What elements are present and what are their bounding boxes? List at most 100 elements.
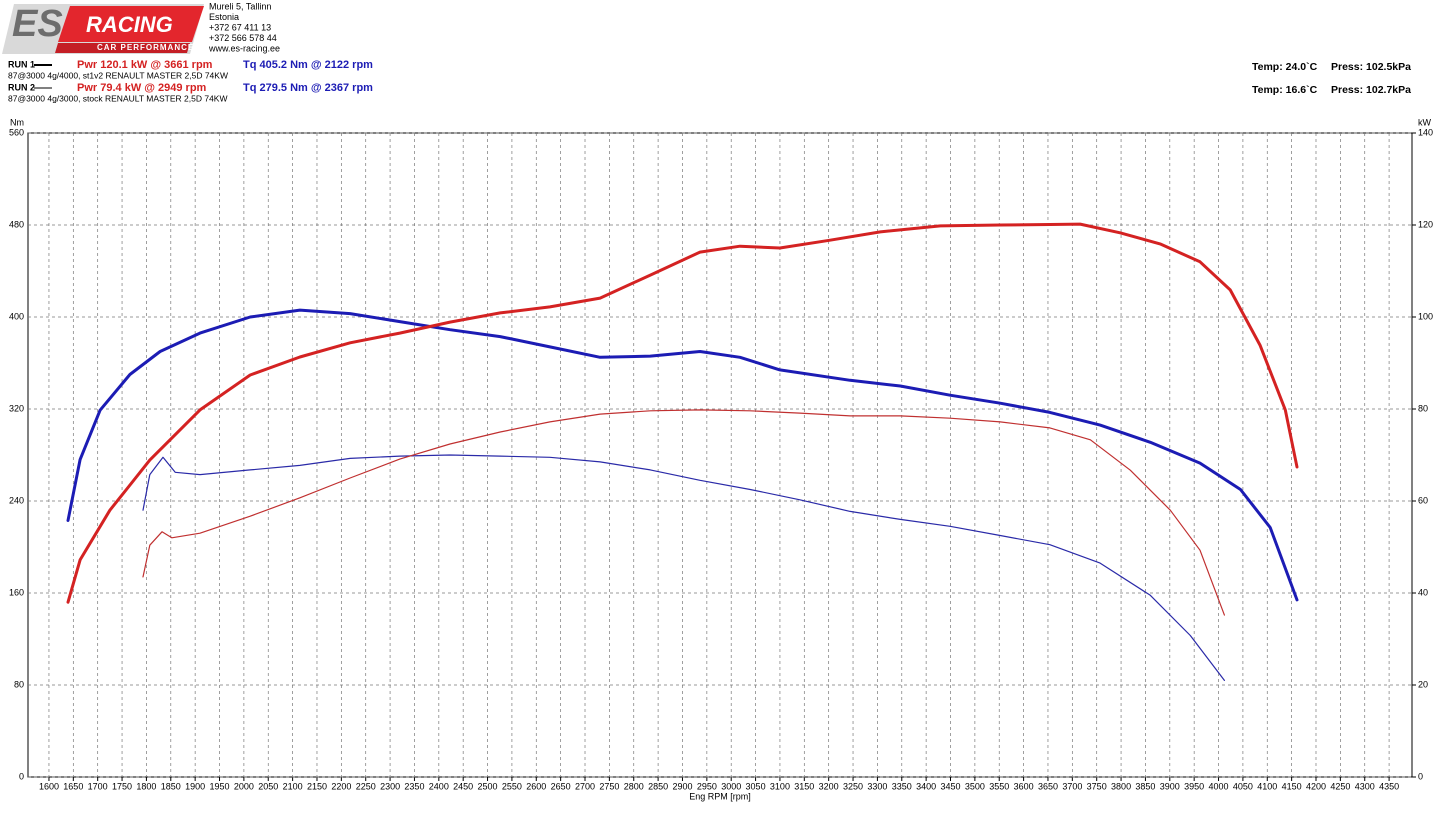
x-tick-label: 3200 bbox=[819, 781, 839, 791]
x-tick-label: 3350 bbox=[892, 781, 912, 791]
x-tick-label: 2700 bbox=[575, 781, 595, 791]
x-tick-label: 1850 bbox=[161, 781, 181, 791]
x-tick-label: 1750 bbox=[112, 781, 132, 791]
address-line: www.es-racing.ee bbox=[208, 43, 280, 53]
x-tick-label: 4350 bbox=[1379, 781, 1399, 791]
run-power: Pwr 79.4 kW @ 2949 rpm bbox=[77, 82, 207, 94]
x-tick-label: 3400 bbox=[916, 781, 936, 791]
run-press: Press: 102.7kPa bbox=[1331, 84, 1411, 96]
y-tick-label: 480 bbox=[9, 219, 24, 229]
x-tick-label: 2100 bbox=[283, 781, 303, 791]
line bbox=[66, 308, 1299, 602]
x-tick-label: 3000 bbox=[721, 781, 741, 791]
y2-tick-label: 40 bbox=[1418, 587, 1428, 597]
y-axis-label: Nm bbox=[10, 117, 24, 127]
run-description: 87@3000 4g/3000, stock RENAULT MASTER 2,… bbox=[8, 93, 228, 103]
logo-name: RACING bbox=[86, 12, 173, 37]
y-tick-label: 240 bbox=[9, 495, 24, 505]
x-tick-label: 3600 bbox=[1014, 781, 1034, 791]
x-tick-label: 3450 bbox=[940, 781, 960, 791]
x-tick-label: 1900 bbox=[185, 781, 205, 791]
x-tick-label: 4300 bbox=[1355, 781, 1375, 791]
run-legend: RUN 1 Pwr 120.1 kW @ 3661 rpm Tq 405.2 Nm … bbox=[8, 59, 1411, 103]
x-tick-label: 2850 bbox=[648, 781, 668, 791]
x-tick-label: 3850 bbox=[1135, 781, 1155, 791]
address-line: +372 566 578 44 bbox=[209, 33, 277, 43]
y2-axis-label: kW bbox=[1418, 117, 1432, 127]
x-tick-label: 2500 bbox=[478, 781, 498, 791]
line bbox=[142, 454, 1225, 681]
x-tick-label: 2150 bbox=[307, 781, 327, 791]
plot-frame bbox=[27, 132, 1413, 778]
x-tick-label: 4100 bbox=[1257, 781, 1277, 791]
x-tick-label: 2650 bbox=[551, 781, 571, 791]
line bbox=[142, 409, 1225, 616]
x-tick-label: 3700 bbox=[1062, 781, 1082, 791]
address-line: Estonia bbox=[209, 12, 239, 22]
y2-tick-label: 140 bbox=[1418, 127, 1433, 137]
line bbox=[66, 222, 1299, 604]
x-tick-label: 3150 bbox=[794, 781, 814, 791]
y-tick-label: 560 bbox=[9, 127, 24, 137]
x-tick-label: 4000 bbox=[1209, 781, 1229, 791]
x-tick-label: 3050 bbox=[746, 781, 766, 791]
run-power: Pwr 120.1 kW @ 3661 rpm bbox=[77, 59, 213, 71]
x-tick-label: 2250 bbox=[356, 781, 376, 791]
x-tick-label: 2600 bbox=[526, 781, 546, 791]
x-tick-label: 3800 bbox=[1111, 781, 1131, 791]
x-tick-label: 4250 bbox=[1330, 781, 1350, 791]
run-label: RUN 1 bbox=[8, 59, 35, 69]
x-tick-label: 3250 bbox=[843, 781, 863, 791]
logo-tagline: CAR PERFORMANCE bbox=[97, 43, 194, 52]
run-temp: Temp: 16.6`C bbox=[1252, 84, 1318, 96]
logo-mark: ES bbox=[12, 3, 63, 45]
run-torque: Tq 279.5 Nm @ 2367 rpm bbox=[243, 82, 373, 94]
run-torque: Tq 405.2 Nm @ 2122 rpm bbox=[243, 59, 373, 71]
x-tick-label: 2200 bbox=[331, 781, 351, 791]
address-line: +372 67 411 13 bbox=[209, 22, 271, 32]
x-tick-label: 3500 bbox=[965, 781, 985, 791]
y-tick-label: 0 bbox=[19, 771, 24, 781]
x-tick-label: 2450 bbox=[453, 781, 473, 791]
logo: ES RACING CAR PERFORMANCE bbox=[2, 3, 204, 54]
x-tick-label: 4150 bbox=[1282, 781, 1302, 791]
x-tick-label: 1700 bbox=[88, 781, 108, 791]
y2-tick-label: 60 bbox=[1418, 495, 1428, 505]
x-tick-label: 1800 bbox=[136, 781, 156, 791]
x-tick-label: 1600 bbox=[39, 781, 59, 791]
x-tick-label: 2000 bbox=[234, 781, 254, 791]
x-tick-label: 2950 bbox=[697, 781, 717, 791]
x-tick-label: 2800 bbox=[624, 781, 644, 791]
x-tick-label: 4200 bbox=[1306, 781, 1326, 791]
y2-tick-label: 80 bbox=[1418, 403, 1428, 413]
x-tick-label: 2550 bbox=[502, 781, 522, 791]
run-label: RUN 2 bbox=[8, 82, 35, 92]
x-tick-label: 2350 bbox=[404, 781, 424, 791]
x-tick-label: 1650 bbox=[63, 781, 83, 791]
x-tick-label: 2900 bbox=[672, 781, 692, 791]
x-tick-label: 3300 bbox=[867, 781, 887, 791]
x-tick-label: 4050 bbox=[1233, 781, 1253, 791]
x-tick-label: 3750 bbox=[1087, 781, 1107, 791]
address-line: Mureli 5, Tallinn bbox=[209, 1, 271, 11]
x-tick-label: 2400 bbox=[429, 781, 449, 791]
x-axis-label: Eng RPM [rpm] bbox=[689, 791, 751, 801]
x-tick-label: 3650 bbox=[1038, 781, 1058, 791]
x-tick-label: 2750 bbox=[599, 781, 619, 791]
x-tick-label: 3900 bbox=[1160, 781, 1180, 791]
run-temp: Temp: 24.0`C bbox=[1252, 61, 1318, 73]
y2-tick-label: 120 bbox=[1418, 219, 1433, 229]
y-tick-label: 400 bbox=[9, 311, 24, 321]
y2-tick-label: 100 bbox=[1418, 311, 1433, 321]
y2-tick-label: 0 bbox=[1418, 771, 1423, 781]
x-tick-label: 3100 bbox=[770, 781, 790, 791]
x-tick-label: 2050 bbox=[258, 781, 278, 791]
x-tick-label: 3950 bbox=[1184, 781, 1204, 791]
x-tick-label: 2300 bbox=[380, 781, 400, 791]
y2-tick-label: 20 bbox=[1418, 679, 1428, 689]
x-tick-label: 1950 bbox=[210, 781, 230, 791]
run-description: 87@3000 4g/4000, st1v2 RENAULT MASTER 2,… bbox=[8, 70, 228, 80]
